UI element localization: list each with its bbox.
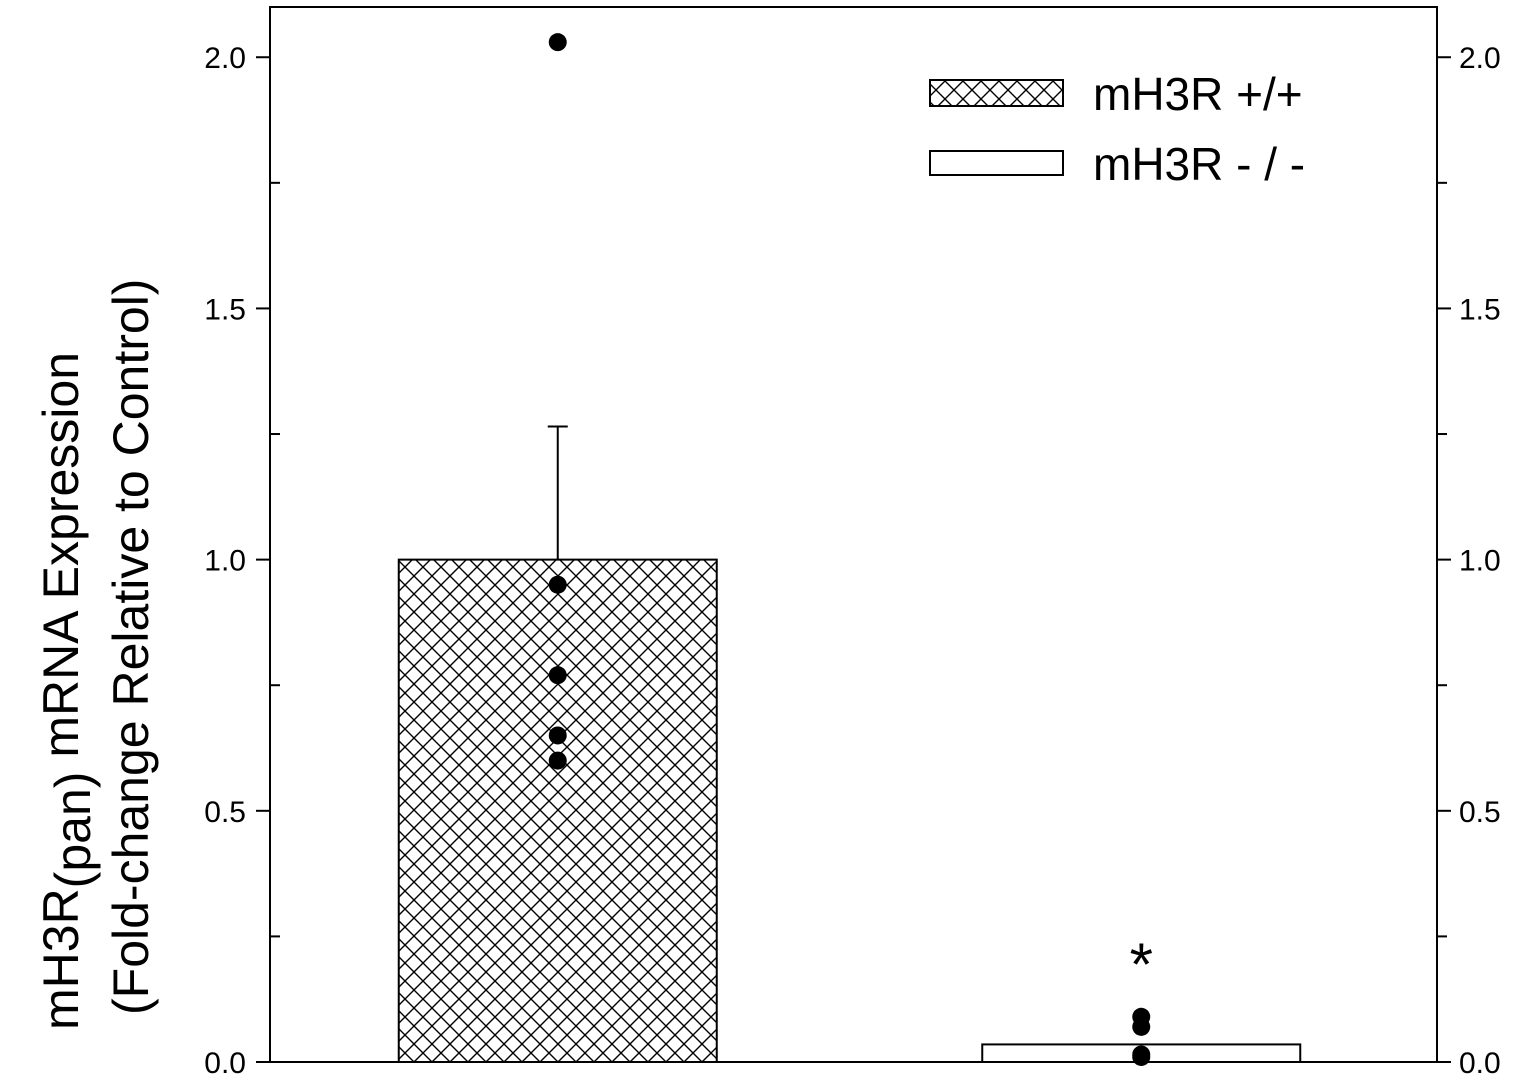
y-tick-label-right: 1.5	[1459, 293, 1501, 326]
legend-label-ko: mH3R - / -	[1093, 138, 1305, 190]
y-axis-title-subscript: (pan)	[45, 772, 101, 889]
y-axis-title-rest: mRNA Expression	[33, 352, 89, 772]
legend-swatch-wt	[929, 79, 1064, 107]
y-tick-label-right: 2.0	[1459, 42, 1501, 75]
data-point	[548, 33, 567, 52]
legend: mH3R +/+ mH3R - / -	[929, 68, 1305, 190]
data-point	[548, 666, 567, 685]
legend-label-wt: mH3R +/+	[1093, 68, 1303, 120]
bars	[397, 425, 1302, 1063]
data-point	[548, 575, 567, 594]
legend-swatch-ko	[929, 150, 1064, 176]
y-axis-title-line2-text: (Fold-change Relative to Control)	[103, 279, 159, 1015]
y-tick-label-left: 0.5	[204, 796, 246, 829]
data-point	[1132, 1047, 1151, 1066]
y-tick-label-left: 0.0	[204, 1047, 246, 1080]
y-tick-label-left: 2.0	[204, 42, 246, 75]
y-tick-label-right: 1.0	[1459, 545, 1501, 578]
y-tick-label-right: 0.0	[1459, 1047, 1501, 1080]
y-axis-title-line2: (Fold-change Relative to Control)	[103, 279, 159, 1015]
data-point	[548, 726, 567, 745]
y-axis-title-main: mH3R	[33, 888, 89, 1030]
bar-wild-type	[397, 558, 718, 1063]
y-tick-label-right: 0.5	[1459, 796, 1501, 829]
data-point	[548, 751, 567, 770]
data-points	[548, 33, 1151, 1066]
y-tick-label-left: 1.0	[204, 545, 246, 578]
svg-text:mH3R(pan) mRNA Expression: mH3R(pan) mRNA Expression	[33, 352, 101, 1030]
significance-asterisk: *	[1130, 931, 1153, 998]
y-axis-title: mH3R(pan) mRNA Expression	[33, 352, 101, 1030]
plot-frame	[269, 6, 1438, 1063]
data-point	[1132, 1017, 1151, 1036]
axes: 0.0 0.0 0.5 0.5 1.0 1.0 1.5 1.5 2.0 2.0	[204, 42, 1500, 1080]
y-tick-label-left: 1.5	[204, 293, 246, 326]
